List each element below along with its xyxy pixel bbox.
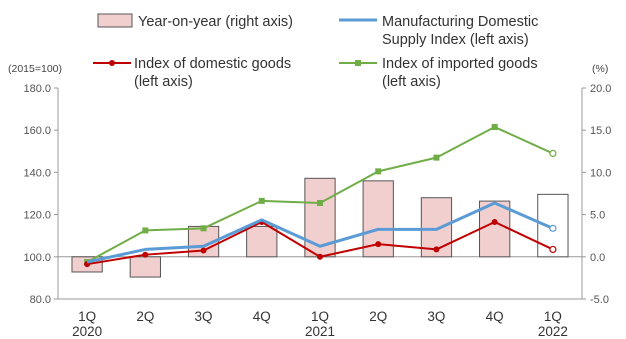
legend-label-imported-line1: Index of imported goods <box>382 56 538 72</box>
right-tick-label: -5.0 <box>590 294 609 306</box>
x-tick-label: 2021 <box>305 324 335 339</box>
legend-swatch-yoy <box>97 13 133 28</box>
left-tick-label: 160.0 <box>23 125 51 137</box>
series-point-domestic <box>549 245 557 254</box>
right-axis-unit: (%) <box>592 63 608 75</box>
right-tick-label: 10.0 <box>590 167 611 179</box>
series-point-domestic <box>317 253 323 260</box>
series-point-imported <box>491 124 498 131</box>
series-point-domestic <box>200 247 207 254</box>
x-tick-label: 1Q <box>311 309 329 324</box>
series-point-imported <box>142 227 149 234</box>
left-tick-label: 140.0 <box>23 167 51 179</box>
series-point-domestic <box>433 246 440 253</box>
x-tick-label: 4Q <box>253 309 271 324</box>
x-tick-label: 1Q <box>544 309 562 324</box>
series-point-imported <box>549 149 557 158</box>
axes: 80.0 100.0 120.0 140.0 160.0 180.0 -5.0 0.0 5.0 1… <box>23 83 611 306</box>
series-point-domestic <box>142 251 149 258</box>
left-axis-unit: (2015=100) <box>8 63 62 75</box>
series-point-imported <box>200 225 207 232</box>
right-tick-label: 5.0 <box>590 210 605 222</box>
yoy-bar <box>129 256 161 278</box>
x-tick-label: 2020 <box>72 324 102 339</box>
yoy-bar <box>246 225 278 258</box>
legend-label-yoy: Year-on-year (right axis) <box>138 14 293 30</box>
left-tick-label: 80.0 <box>30 294 51 306</box>
legend-marker-domestic <box>109 60 115 66</box>
legend-label-domestic-line2: (left axis) <box>134 74 193 90</box>
series-point-imported <box>258 197 265 204</box>
series-point-mdsi <box>549 224 557 232</box>
legend-label-domestic-line1: Index of domestic goods <box>134 56 291 72</box>
left-tick-label: 120.0 <box>23 210 51 222</box>
left-tick-label: 180.0 <box>23 83 51 95</box>
x-tick-label: 1Q <box>78 309 96 324</box>
legend-marker-imported <box>355 60 361 66</box>
right-tick-label: 0.0 <box>590 252 605 264</box>
yoy-bar <box>479 200 511 258</box>
right-tick-label: 15.0 <box>590 125 611 137</box>
series-point-domestic <box>491 218 498 225</box>
x-tick-label: 4Q <box>486 309 504 324</box>
x-tick-label: 2Q <box>369 309 387 324</box>
legend: Year-on-year (right axis) Manufacturing … <box>93 13 538 90</box>
legend-label-mdsi-line2: Supply Index (left axis) <box>382 32 529 48</box>
series-point-imported <box>317 199 323 206</box>
right-tick-label: 20.0 <box>590 83 611 95</box>
x-tick-label: 3Q <box>427 309 445 324</box>
x-tick-label: 2022 <box>538 324 568 339</box>
legend-label-mdsi-line1: Manufacturing Domestic <box>382 14 538 30</box>
left-tick-label: 100.0 <box>23 252 51 264</box>
legend-label-imported-line2: (left axis) <box>382 74 441 90</box>
line-group <box>84 124 557 268</box>
x-tick-label: 2Q <box>136 309 154 324</box>
x-tick-label: 3Q <box>195 309 213 324</box>
series-point-imported <box>375 168 382 175</box>
series-point-imported <box>433 154 440 161</box>
series-point-domestic <box>375 241 382 248</box>
series-line-mdsi <box>86 201 554 264</box>
